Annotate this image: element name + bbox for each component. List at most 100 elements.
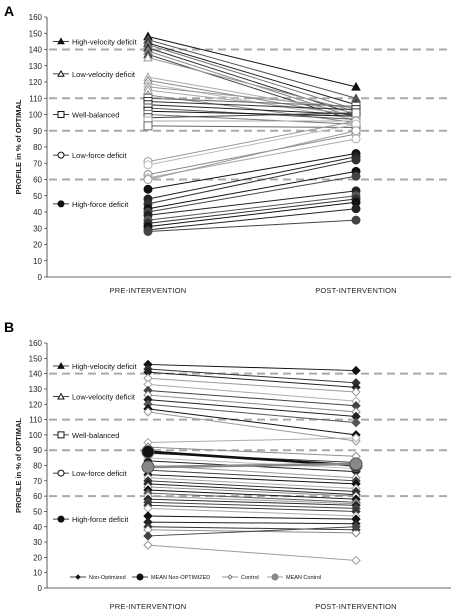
annotation-label: Well-balanced [72,431,119,440]
post-point [351,417,361,428]
annotation-marker [57,200,65,208]
y-tick-label: 60 [33,176,42,185]
series-line [147,47,357,115]
annotation-marker [57,37,65,45]
series-line [147,123,357,166]
annotation-marker [57,515,65,523]
pre-point [143,52,153,62]
subject-series [143,152,361,204]
y-tick-label: 50 [33,192,42,201]
y-tick-label: 160 [29,13,43,22]
y-tick-label: 150 [29,29,43,38]
series-line [147,469,357,482]
series-line [147,368,357,384]
annotation-label: High-force deficit [72,200,129,209]
series-line [147,371,357,388]
annotation-marker [57,69,65,77]
y-tick-label: 50 [33,507,42,516]
pre-point [143,540,153,550]
series-line [147,526,357,537]
series-line [147,389,357,407]
y-axis-title: PROFILE in % of OPTIMAL [14,99,23,194]
subject-series [143,511,361,524]
y-tick-label: 130 [29,62,43,71]
subject-series [143,399,361,428]
subject-series [143,81,361,112]
profile-annotation: Low-force deficit [53,469,128,478]
panel-a-chart: A 0 10 20 30 40 50 60 70 80 90 100 110 120 130 140 150 16… [4,3,451,295]
y-tick-label: 10 [33,569,42,578]
profile-annotation: Well-balanced [53,431,119,440]
post-point [351,387,361,397]
series-line [147,39,357,99]
legend-marker [136,573,144,581]
legend-entry: Non-Optimized [70,574,126,581]
annotation-label: Low-force deficit [72,469,128,478]
mean-post-point [349,457,363,471]
series-line [147,504,357,512]
series-line [147,101,357,111]
post-point [351,528,361,538]
subject-series [143,215,361,236]
profile-annotation: High-force deficit [53,515,129,524]
series-line [147,130,357,180]
series-line [147,489,357,500]
series-line [147,521,357,525]
series-line [147,403,357,424]
series-line [147,383,357,402]
post-point [351,522,361,532]
subject-series [143,522,361,541]
series-line [147,437,357,444]
series-line [147,175,357,213]
series-line [147,486,357,497]
mean-pre-point [141,460,155,474]
series-line [147,190,357,216]
annotation-label: High-force deficit [72,515,129,524]
y-tick-label: 100 [29,431,43,440]
y-tick-label: 110 [29,416,42,425]
series-line [147,76,357,114]
subject-series [143,155,361,209]
annotation-marker [57,469,65,477]
legend-entry: Control [222,574,259,581]
y-tick-label: 90 [33,127,42,136]
x-category-label: PRE-INTERVENTION [110,286,187,295]
series-line [147,133,357,176]
y-tick-label: 100 [29,111,43,120]
series-line [147,57,357,112]
series-line [147,153,357,190]
panel-b-chart: B 0 10 20 30 40 50 60 70 80 90 100 110 120 130 140 150 16… [4,319,451,611]
profile-annotation: High-velocity deficit [53,37,138,46]
pre-point [143,121,153,131]
y-tick-label: 20 [33,553,42,562]
subject-series [143,364,361,388]
series-line [147,495,357,505]
series-line [147,457,357,470]
post-point [351,433,361,443]
series-line [147,104,357,115]
series-line [147,159,357,205]
series-line [147,480,357,493]
subject-series [143,433,361,448]
pre-point [143,184,153,194]
mean-line [147,462,357,469]
mean-pre-point [141,445,155,459]
annotation-marker [57,431,65,439]
series-line [147,112,357,119]
y-tick-label: 40 [33,523,42,532]
y-tick-label: 130 [29,385,43,394]
y-tick-label: 40 [33,208,42,217]
series-line [147,170,357,210]
y-tick-label: 120 [29,78,43,87]
y-tick-label: 80 [33,143,42,152]
series-line [147,408,357,436]
series-line [147,399,357,417]
series-line [147,36,357,88]
legend-marker [271,573,279,581]
subject-series [143,42,361,119]
y-tick-label: 150 [29,354,43,363]
profile-annotation: Low-velocity deficit [53,69,136,79]
legend-marker [227,574,233,580]
series-line [147,86,357,109]
post-point [351,365,361,376]
